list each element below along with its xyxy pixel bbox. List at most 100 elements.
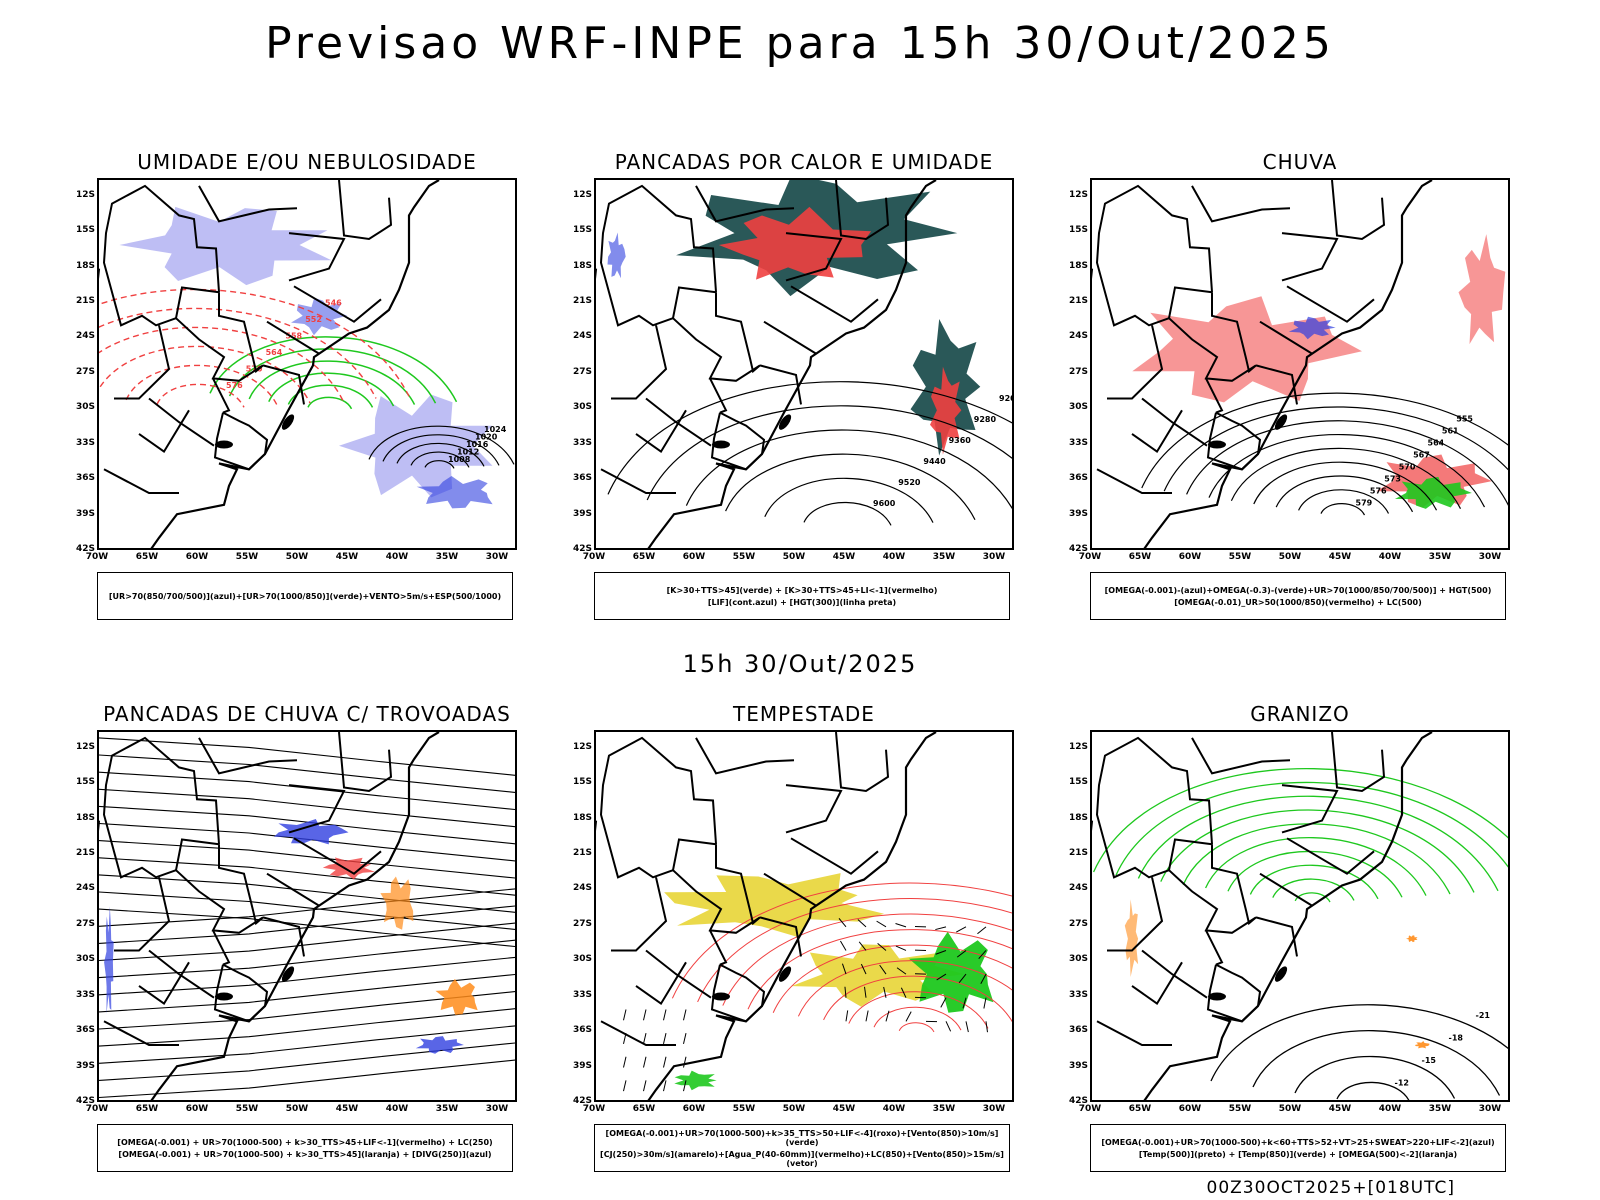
border-line — [645, 949, 712, 999]
border-line — [1259, 872, 1313, 907]
basemap — [99, 732, 440, 1100]
streamline — [99, 840, 515, 879]
field-area — [416, 476, 493, 509]
contour-line — [1141, 392, 1508, 489]
contour-label: 9440 — [923, 457, 946, 466]
contour-label: 1012 — [457, 447, 479, 456]
legend-umidade: [UR>70(850/700/500)](azul)+[UR>70(1000/8… — [97, 572, 513, 620]
streamline — [99, 905, 515, 944]
wind-arrow — [840, 940, 847, 951]
field-area — [674, 1070, 717, 1091]
contour-label: 9280 — [974, 415, 997, 424]
streamline — [99, 771, 515, 811]
streamline — [99, 754, 515, 793]
lon-tick-label: 50W — [782, 1104, 806, 1114]
streamline — [99, 1025, 515, 1064]
wind-arrow — [905, 1011, 912, 1022]
lat-tick-label: 18S — [572, 812, 592, 823]
streamline — [99, 973, 515, 1013]
border-line — [695, 737, 795, 775]
wind-arrow — [965, 1021, 969, 1033]
lat-tick-label: 27S — [572, 918, 592, 929]
lat-tick-label: 18S — [75, 812, 95, 823]
lat-tick-label: 39S — [75, 1060, 95, 1071]
contour-line — [646, 405, 1012, 501]
contour-line — [209, 336, 458, 403]
contour-label: 564 — [1428, 438, 1445, 447]
contour-label: 576 — [1370, 486, 1387, 495]
panel-title: PANCADAS POR CALOR E UMIDADE — [614, 150, 994, 174]
wind-arrow — [683, 1009, 687, 1021]
contour-line — [99, 345, 311, 404]
lat-tick-label: 36S — [572, 473, 592, 484]
contour-label: 552 — [305, 315, 322, 324]
contour-line — [382, 434, 500, 466]
contour-label: 558 — [285, 331, 302, 340]
lat-tick-label: 12S — [75, 741, 95, 752]
wind-arrow — [864, 986, 867, 998]
border-line — [835, 732, 890, 793]
contour-line — [1275, 475, 1414, 513]
wind-arrow — [643, 1009, 647, 1021]
wind-arrow — [940, 997, 947, 1008]
legend-line: [K>30+TTS>45](verde) + [K>30+TTS>45+LI<-… — [666, 585, 938, 595]
contour-line — [1272, 878, 1355, 901]
lat-tick-label: 39S — [572, 508, 592, 519]
lat-tick-label: 30S — [1068, 402, 1088, 413]
border-line — [266, 872, 320, 907]
streamline — [99, 922, 515, 962]
contour-line — [1294, 892, 1331, 903]
border-line — [790, 837, 879, 875]
panel-title: GRANIZO — [1250, 702, 1350, 726]
wind-arrow — [935, 926, 947, 931]
wind-arrow — [883, 986, 887, 998]
lon-tick-label: 40W — [882, 552, 906, 562]
lat-tick-label: 39S — [1068, 508, 1088, 519]
lat-tick-label: 21S — [75, 848, 95, 858]
lon-tick-label: 60W — [1178, 552, 1202, 562]
lon-tick-label: 30W — [485, 552, 509, 562]
lat-tick-label: 42S — [1068, 1096, 1088, 1106]
border-line — [1191, 737, 1291, 775]
border-line — [262, 364, 305, 405]
lon-tick-label: 35W — [932, 552, 956, 562]
wind-arrow — [935, 950, 947, 955]
lat-tick-label: 30S — [75, 402, 95, 413]
wind-arrow — [962, 997, 967, 1009]
lat-tick-label: 39S — [1068, 1060, 1088, 1071]
lat-tick-label: 15S — [572, 777, 592, 788]
map-canvas — [596, 732, 1012, 1100]
lat-tick-label: 33S — [1068, 437, 1088, 448]
border-line — [1096, 468, 1172, 494]
wind-arrow — [683, 1056, 687, 1068]
wind-arrow — [977, 926, 987, 935]
contour-line — [1160, 809, 1475, 893]
border-line — [1205, 929, 1224, 966]
border-line — [790, 285, 879, 323]
lagoon-shape — [778, 966, 792, 982]
contour-line — [1227, 850, 1403, 898]
map-canvas: -12 -15 -18 -21 — [1092, 732, 1508, 1100]
wind-arrow — [841, 963, 847, 975]
lat-tick-label: 27S — [75, 918, 95, 929]
wind-arrow — [956, 950, 967, 958]
contour-label: 9360 — [949, 436, 972, 445]
lat-tick-label: 42S — [1068, 544, 1088, 554]
contour-label: -18 — [1449, 1033, 1464, 1042]
lon-tick-label: 65W — [632, 1104, 656, 1114]
border-line — [785, 784, 843, 834]
contour-line — [797, 960, 1012, 1017]
contour-line — [725, 453, 976, 521]
contour-label: 573 — [1384, 474, 1401, 483]
field-area — [274, 819, 349, 845]
field-area — [415, 1036, 464, 1054]
lagoon-shape — [215, 440, 233, 449]
streamline — [99, 939, 515, 979]
wind-arrow — [958, 973, 967, 984]
contour-line — [1252, 1030, 1501, 1096]
legend-tempestade: [OMEGA(-0.001)+UR>70(1000-500)+k>35_TTS>… — [594, 1124, 1010, 1172]
streamline — [99, 874, 515, 913]
lon-tick-label: 45W — [335, 552, 359, 562]
contour-line — [1115, 781, 1508, 876]
lon-tick-label: 45W — [1328, 552, 1352, 562]
